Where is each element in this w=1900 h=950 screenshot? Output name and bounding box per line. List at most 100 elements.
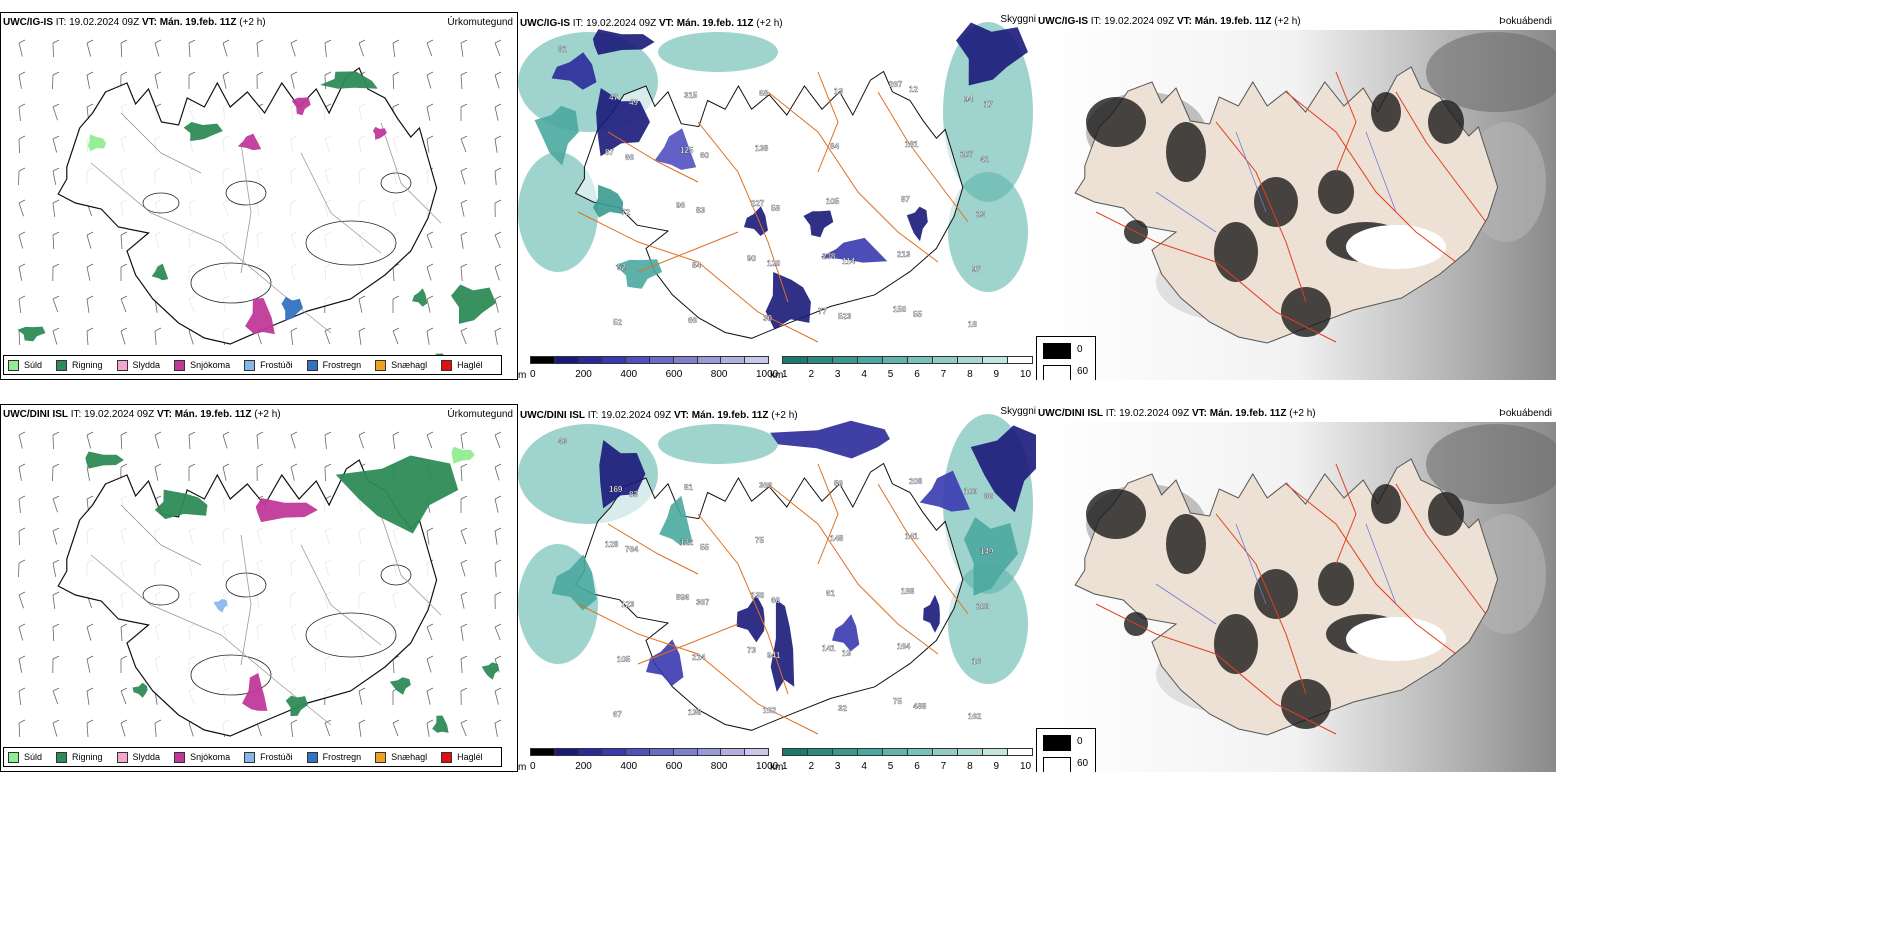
wind-barb (494, 266, 500, 281)
wind-barb (290, 74, 295, 89)
wind-barb-flag (460, 199, 468, 204)
wind-barb-flag (358, 719, 366, 724)
legend-item: Frostregn (306, 359, 361, 371)
cloud-base-value: 83 (629, 490, 638, 499)
wind-barb-flag (52, 527, 60, 532)
lead-time: (+2 h) (756, 18, 783, 29)
wind-barb-flag (426, 231, 434, 236)
precip-area (335, 455, 459, 534)
wind-barb-flag (290, 719, 298, 724)
legend-item: Frostúði (244, 751, 293, 763)
cloud-base-value: 23 (976, 210, 985, 219)
road-line (767, 91, 939, 263)
cloud-base-value: 214 (692, 653, 706, 662)
cloud-panel-row2: 43 83 55 66 19 488 86 764 367 941 32 208 149 123 214 16… (518, 404, 1036, 772)
it-value: 19.02.2024 09Z (69, 17, 140, 28)
wind-barb-flag (426, 527, 434, 532)
colorbar-unit: m (518, 370, 527, 380)
wind-barb (222, 434, 228, 449)
precip-area (154, 489, 208, 520)
legend-swatch (441, 751, 453, 763)
fog-field (1426, 424, 1556, 504)
river-line (1155, 583, 1217, 625)
wind-barb-flag (120, 719, 128, 724)
road-line (120, 504, 202, 566)
colorbar-segment (601, 356, 627, 364)
wind-barb (426, 42, 433, 57)
wind-barb-flag (256, 431, 264, 436)
colorbar-tick: 8 (967, 761, 973, 772)
wind-barb-flag (494, 263, 502, 268)
wind-barb-flag (120, 295, 128, 300)
cloud-base-value: 90 (747, 254, 756, 263)
colorbar-segment (696, 748, 722, 756)
wind-barb-flag (494, 559, 502, 564)
road-line (877, 91, 969, 223)
wind-barb-flag (426, 719, 434, 724)
glacier-outline (305, 220, 397, 266)
wind-barb-flag (52, 39, 60, 44)
legend-label: Súld (24, 360, 43, 370)
colorbar-tick: 9 (993, 761, 1000, 772)
cloud-base-area (659, 495, 693, 546)
vt-value: Mán. 19.feb. 11Z (1209, 408, 1287, 419)
precip-legend: Súld Rigning Slydda Snjókoma Frostúði Frostre… (3, 355, 502, 375)
cloud-base-value: 114 (842, 257, 855, 266)
cloud-base-value: 267 (889, 80, 903, 89)
river-line (1365, 131, 1397, 213)
road-line (637, 623, 739, 665)
wind-barb (290, 434, 296, 449)
colorbar-segment (832, 356, 858, 364)
wind-barb (256, 42, 259, 57)
legend-label: Haglél (457, 360, 483, 370)
wind-barb (52, 234, 55, 250)
wind-barb-flag (358, 431, 366, 436)
colorbar-unit: km (770, 762, 784, 772)
wind-barb-flag (18, 103, 26, 108)
wind-barb (324, 722, 331, 737)
wind-barb-flag (426, 623, 434, 628)
colorbar-segment (857, 748, 883, 756)
colorbar-segment (782, 748, 808, 756)
cloud-base-value: 84 (830, 142, 839, 151)
wind-barb-flag (52, 687, 60, 692)
precip-map (18, 431, 502, 738)
cloud-base-value: 16 (972, 657, 981, 666)
it-value: 19.02.2024 09Z (1104, 16, 1175, 27)
cloud-base-value: 123 (621, 600, 635, 609)
wind-barb (18, 74, 22, 89)
cloud-base-value: 66 (771, 596, 780, 605)
wind-barb-flag (290, 463, 298, 468)
it-value: 19.02.2024 09Z (84, 409, 155, 420)
wind-barb-flag (120, 655, 128, 660)
legend-swatch (244, 359, 256, 371)
wind-barb-flag (154, 719, 162, 724)
legend-swatch (8, 359, 19, 371)
colorbar-tick: 800 (710, 761, 728, 772)
panel-header: UWC/IG-IS IT: 19.02.2024 09Z VT: Mán. 19… (520, 18, 783, 29)
cloud-base-value: 68 (759, 89, 768, 98)
wind-barb-flag (426, 39, 434, 44)
wind-barb (426, 626, 433, 641)
legend-swatch (8, 751, 19, 763)
wind-barb (494, 466, 500, 481)
wind-barb-flag (52, 719, 60, 724)
cloud-base-value: 77 (818, 307, 827, 316)
wind-barb (18, 202, 24, 217)
wind-barb (18, 594, 24, 609)
wind-barb (154, 42, 160, 57)
wind-barb (460, 138, 467, 153)
wind-barb-flag (256, 71, 264, 76)
wind-barb (494, 722, 498, 737)
legend-swatch (56, 359, 68, 371)
wind-barb (52, 170, 57, 185)
cloud-base-value: 41 (980, 155, 989, 164)
glacier-outline (305, 612, 397, 658)
wind-barb-flag (52, 591, 60, 596)
fog-legend: 0 60 (1036, 728, 1096, 772)
wind-barb-flag (18, 295, 26, 300)
cloud-base-area (596, 88, 650, 157)
road-line (380, 122, 442, 224)
wind-barb (426, 434, 433, 449)
legend-label: Snjókoma (190, 752, 231, 762)
